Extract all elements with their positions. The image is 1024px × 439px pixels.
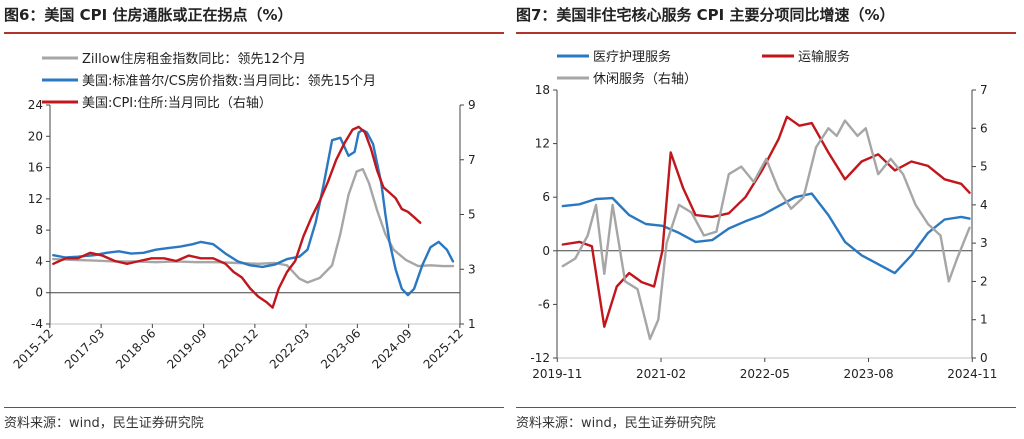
y-right-tick-label: 1 [468,317,476,331]
y-left-tick-label: 8 [35,223,43,237]
series-line-1 [52,167,455,284]
x-tick-label: 2022-05 [740,367,790,381]
x-tick-label: 2020-12 [216,326,261,371]
y-left-tick-label: 12 [28,192,43,206]
source-divider [4,407,504,408]
y-left-tick-label: 12 [535,137,550,151]
y-right-tick-label: 3 [980,236,988,250]
y-right-tick-label: 5 [980,160,988,174]
legend-label: 医疗护理服务 [593,49,671,65]
y-left-tick-label: 20 [28,129,43,143]
x-tick-label: 2019-11 [532,367,582,381]
legend-label: 美国:CPI:住所:当月同比（右轴） [82,96,272,111]
y-left-tick-label: 0 [542,244,550,258]
source-divider [516,407,1016,408]
y-right-tick-label: 7 [468,153,476,167]
y-left-tick-label: -4 [31,317,43,331]
series-line-2 [561,115,971,328]
chart-panel-housing: 图6：美国 CPI 住房通胀或正在拐点（%） -4 0 4 8 12 16 20 24 1 3 5 7… [4,6,504,431]
x-tick-label: 2019-09 [164,326,209,371]
y-right-tick-label: 4 [980,198,988,212]
title-divider [4,32,504,34]
x-tick-label: 2024-11 [947,367,997,381]
series-line-2 [52,128,455,297]
legend-label: Zillow住房租金指数同比：领先12个月 [82,51,306,67]
y-left-tick-label: 0 [35,286,43,300]
y-right-tick-label: 7 [980,83,988,97]
y-left-tick-label: 16 [28,161,43,175]
series-line-3 [561,119,971,341]
y-left-tick-label: 18 [535,83,550,97]
x-tick-label: 2021-02 [636,367,686,381]
y-left-tick-label: -6 [538,297,550,311]
x-tick-label: 2017-03 [62,326,107,371]
y-left-tick-label: 6 [542,190,550,204]
y-right-tick-label: 6 [980,121,988,135]
series-line-3 [52,125,422,309]
legend-label: 运输服务 [798,49,850,65]
x-tick-label: 2025-12 [421,326,466,371]
x-tick-label: 2018-06 [113,326,158,371]
title-divider [516,32,1016,34]
y-right-tick-label: 0 [980,351,988,365]
source-note: 资料来源：wind，民生证券研究院 [4,416,204,431]
chart-panel-services: 图7：美国非住宅核心服务 CPI 主要分项同比增速（%） -12 -6 0 6 12 18… [512,0,1024,439]
chart-title: 图6：美国 CPI 住房通胀或正在拐点（%） [4,6,293,24]
source-note: 资料来源：wind，民生证券研究院 [516,416,716,431]
x-tick-label: 2024-09 [369,326,414,371]
y-left-tick-label: 4 [35,254,43,268]
chart-title: 图7：美国非住宅核心服务 CPI 主要分项同比增速（%） [516,6,895,24]
y-right-tick-label: 5 [468,208,476,222]
x-tick-label: 2022-03 [267,326,312,371]
series-line-1 [561,192,971,275]
y-right-tick-label: 9 [468,98,476,112]
x-tick-label: 2023-06 [318,326,363,371]
y-left-tick-label: -12 [530,351,550,365]
x-tick-label: 2015-12 [11,326,56,371]
x-tick-label: 2023-08 [843,367,893,381]
legend-label: 休闲服务（右轴） [593,71,697,87]
y-right-tick-label: 2 [980,274,988,288]
y-right-tick-label: 1 [980,313,988,327]
y-left-tick-label: 24 [28,98,43,112]
legend-label: 美国:标准普尔/CS房价指数:当月同比：领先15个月 [82,73,376,89]
y-right-tick-label: 3 [468,262,476,276]
